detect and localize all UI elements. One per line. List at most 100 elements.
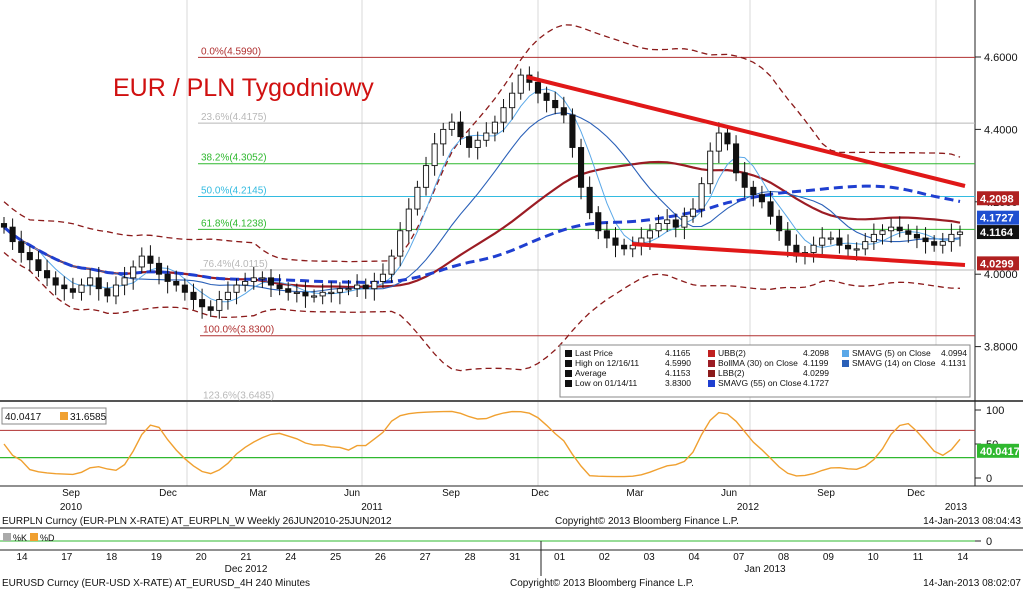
candle-body-101: [870, 233, 877, 243]
day-label-18: 09: [823, 552, 835, 563]
lower-legend-swatch-k: [3, 533, 11, 541]
price-tick-label-0: 4.6000: [984, 52, 1018, 64]
candle-body-20: [173, 280, 180, 286]
year-label-3: 2013: [945, 502, 968, 513]
legend-swatch-0: [565, 350, 572, 357]
day-label-6: 24: [285, 552, 297, 563]
candle-body-46: [397, 230, 404, 257]
candle-body-18: [155, 262, 163, 275]
oscillator-legend-value-1: 40.0417: [5, 412, 42, 423]
candle-body-104: [896, 226, 903, 232]
lower-month-right: Jan 2013: [744, 564, 786, 575]
candle-body-82: [707, 150, 714, 185]
fib-label-7: 123.6%(3.6485): [203, 390, 274, 401]
oscillator: 10050040.0417: [0, 405, 1020, 485]
legend-label-8: SMAVG (5) on Close: [852, 348, 931, 358]
candle-body-95: [819, 237, 826, 246]
candle-body-17: [147, 255, 154, 264]
candle-body-4: [35, 259, 42, 272]
candle-body-10: [87, 277, 94, 286]
price-tag-box-2: [977, 225, 1019, 240]
candle-body-56: [483, 132, 490, 141]
lower-footer-left: EURUSD Curncy (EUR-USD X-RATE) AT_EURUSD…: [2, 578, 310, 589]
lower-legend-k: %K: [13, 533, 27, 543]
lower-legend-swatch-d: [30, 533, 38, 541]
candle-body-9: [78, 284, 85, 293]
candle-body-53: [457, 121, 464, 138]
month-label-3: Jun: [344, 488, 360, 499]
legend-value-5: 4.1199: [803, 358, 829, 368]
day-label-8: 26: [375, 552, 387, 563]
fibonacci-levels: 0.0%(4.5990) 23.6%(4.4175) 38.2%(4.3052) 50…: [198, 46, 975, 401]
candle-body-70: [603, 230, 610, 239]
day-label-17: 08: [778, 552, 790, 563]
candle-body-59: [509, 92, 516, 109]
day-label-7: 25: [330, 552, 342, 563]
month-label-1: Dec: [159, 488, 177, 499]
day-label-4: 20: [196, 552, 208, 563]
price-tag-box-3: [977, 256, 1019, 271]
candle-body-39: [336, 288, 343, 293]
candle-body-97: [836, 237, 843, 246]
candle-body-5: [44, 270, 51, 279]
oscillator-legend: 40.0417 31.6585: [1, 407, 107, 425]
lower-footer-copyright: Copyright© 2013 Bloomberg Finance L.P.: [510, 578, 694, 589]
resistance-trendline: [526, 75, 966, 188]
candle-body-107: [922, 237, 929, 243]
sma-14-line: [3, 112, 961, 293]
candle-body-27: [233, 284, 240, 293]
month-label-4: Sep: [442, 488, 460, 499]
candle-body-67: [577, 147, 585, 188]
price-tag-box-0: [977, 191, 1019, 206]
day-label-10: 28: [464, 552, 476, 563]
price-tag-text-3: 4.0299: [980, 258, 1014, 270]
lower-axis-value: 0: [986, 536, 992, 548]
year-label-1: 2011: [361, 502, 383, 513]
candle-body-40: [345, 288, 352, 291]
candle-body-103: [888, 226, 895, 232]
candle-body-15: [130, 266, 137, 279]
price-panel: [0, 0, 975, 400]
oscillator-line: [3, 410, 961, 478]
candle-body-28: [242, 280, 249, 286]
candle-body-34: [293, 291, 300, 294]
oscillator-panel: [0, 402, 975, 486]
price-tick-label-1: 4.4000: [984, 124, 1018, 136]
day-label-15: 04: [688, 552, 700, 563]
candle-body-75: [646, 230, 653, 239]
legend-value-7: 4.1727: [803, 378, 829, 388]
candle-body-30: [259, 277, 266, 280]
day-label-0: 14: [16, 552, 28, 563]
day-label-19: 10: [868, 552, 880, 563]
legend-label-5: BollMA (30) on Close: [718, 358, 798, 368]
candle-body-42: [362, 284, 369, 290]
candle-body-110: [948, 233, 955, 243]
candle-body-85: [733, 143, 740, 174]
candle-body-32: [276, 284, 283, 290]
candle-body-22: [190, 291, 197, 300]
legend-value-6: 4.0299: [803, 368, 829, 378]
candle-body-98: [844, 244, 852, 250]
legend-swatch-9: [842, 360, 849, 367]
candle-body-50: [431, 143, 438, 167]
day-label-3: 19: [151, 552, 163, 563]
sma-55-line: [3, 184, 961, 284]
year-label-2: 2012: [737, 502, 760, 513]
candle-body-111: [956, 231, 964, 235]
legend-label-1: High on 12/16/11: [575, 358, 639, 368]
legend-swatch-6: [708, 370, 715, 377]
legend-swatch-7: [708, 380, 715, 387]
fib-label-0: 0.0%(4.5990): [201, 46, 261, 57]
month-label-5: Dec: [531, 488, 549, 499]
candle-body-109: [939, 241, 946, 246]
price-tag-text-1: 4.1727: [980, 213, 1014, 225]
candle-body-8: [69, 288, 76, 293]
candle-body-14: [121, 277, 128, 286]
bollinger-bands: [3, 24, 961, 372]
lower-month-left: Dec 2012: [225, 564, 268, 575]
candle-body-96: [827, 237, 834, 240]
candle-body-0: [0, 223, 8, 228]
candle-body-7: [61, 284, 68, 290]
candle-body-84: [724, 132, 731, 145]
